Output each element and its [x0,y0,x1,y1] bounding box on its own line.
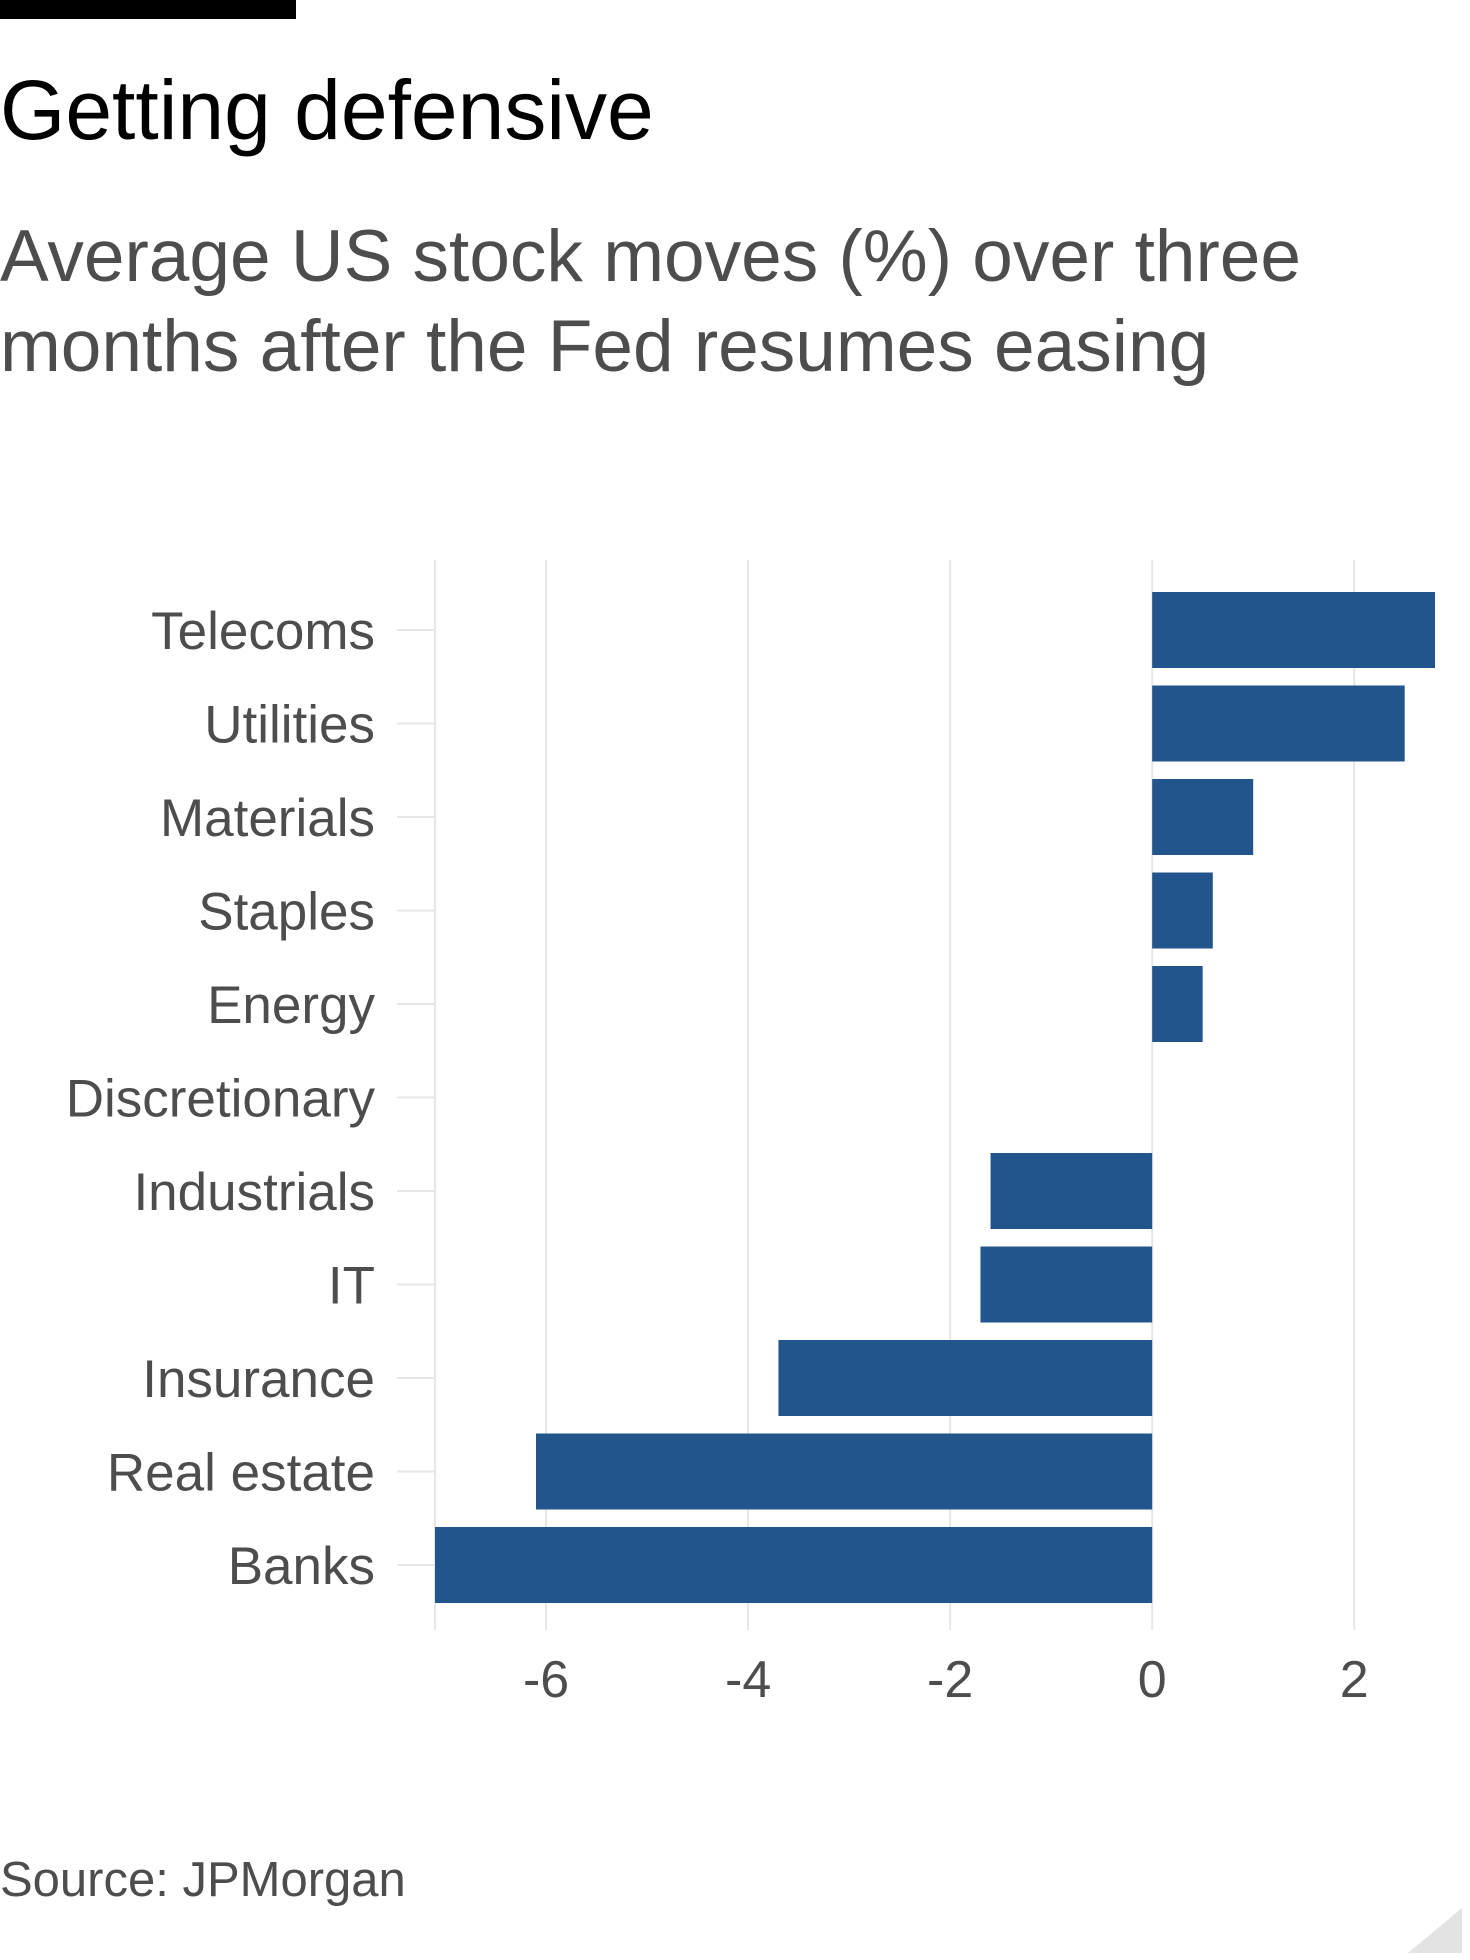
category-label: Telecoms [151,602,375,661]
bar [1152,779,1254,855]
bar [1152,872,1213,949]
x-tick-layer: -6 -4 -2 0 2 [523,1651,1369,1709]
x-tick-label: 0 [1138,1651,1167,1709]
x-tick-label: -2 [927,1651,973,1709]
bar [980,1246,1153,1323]
source-note: Source: JPMorgan [0,1853,406,1907]
category-label: IT [328,1257,375,1316]
x-tick-label: -6 [523,1651,569,1709]
chart-title: Getting defensive [0,63,654,157]
category-label: Banks [228,1537,375,1596]
category-label-layer: Telecoms Utilities Materials Staples Energy D… [66,602,376,1596]
bar [435,1527,1153,1603]
x-tick-label: -4 [725,1651,771,1709]
chart-subtitle: Average US stock moves (%) over three mo… [0,216,1301,387]
bar [990,1153,1153,1229]
top-accent-bar [0,0,296,19]
bar [536,1433,1153,1510]
bar [1152,592,1435,668]
bar-chart: Telecoms Utilities Materials Staples Energy D… [66,560,1435,1709]
corner-triangle-icon [1408,1908,1462,1953]
bar [1152,685,1405,762]
category-label: Discretionary [66,1070,376,1129]
category-label: Materials [160,789,375,848]
x-tick-label: 2 [1340,1651,1369,1709]
category-label: Real estate [107,1444,375,1503]
bar [1152,966,1203,1042]
category-label: Industrials [133,1163,375,1222]
category-label: Energy [207,976,375,1035]
category-label: Staples [198,883,375,942]
bar-layer [435,592,1435,1603]
category-label: Insurance [142,1350,375,1409]
category-label: Utilities [204,696,375,755]
bar [778,1340,1153,1416]
